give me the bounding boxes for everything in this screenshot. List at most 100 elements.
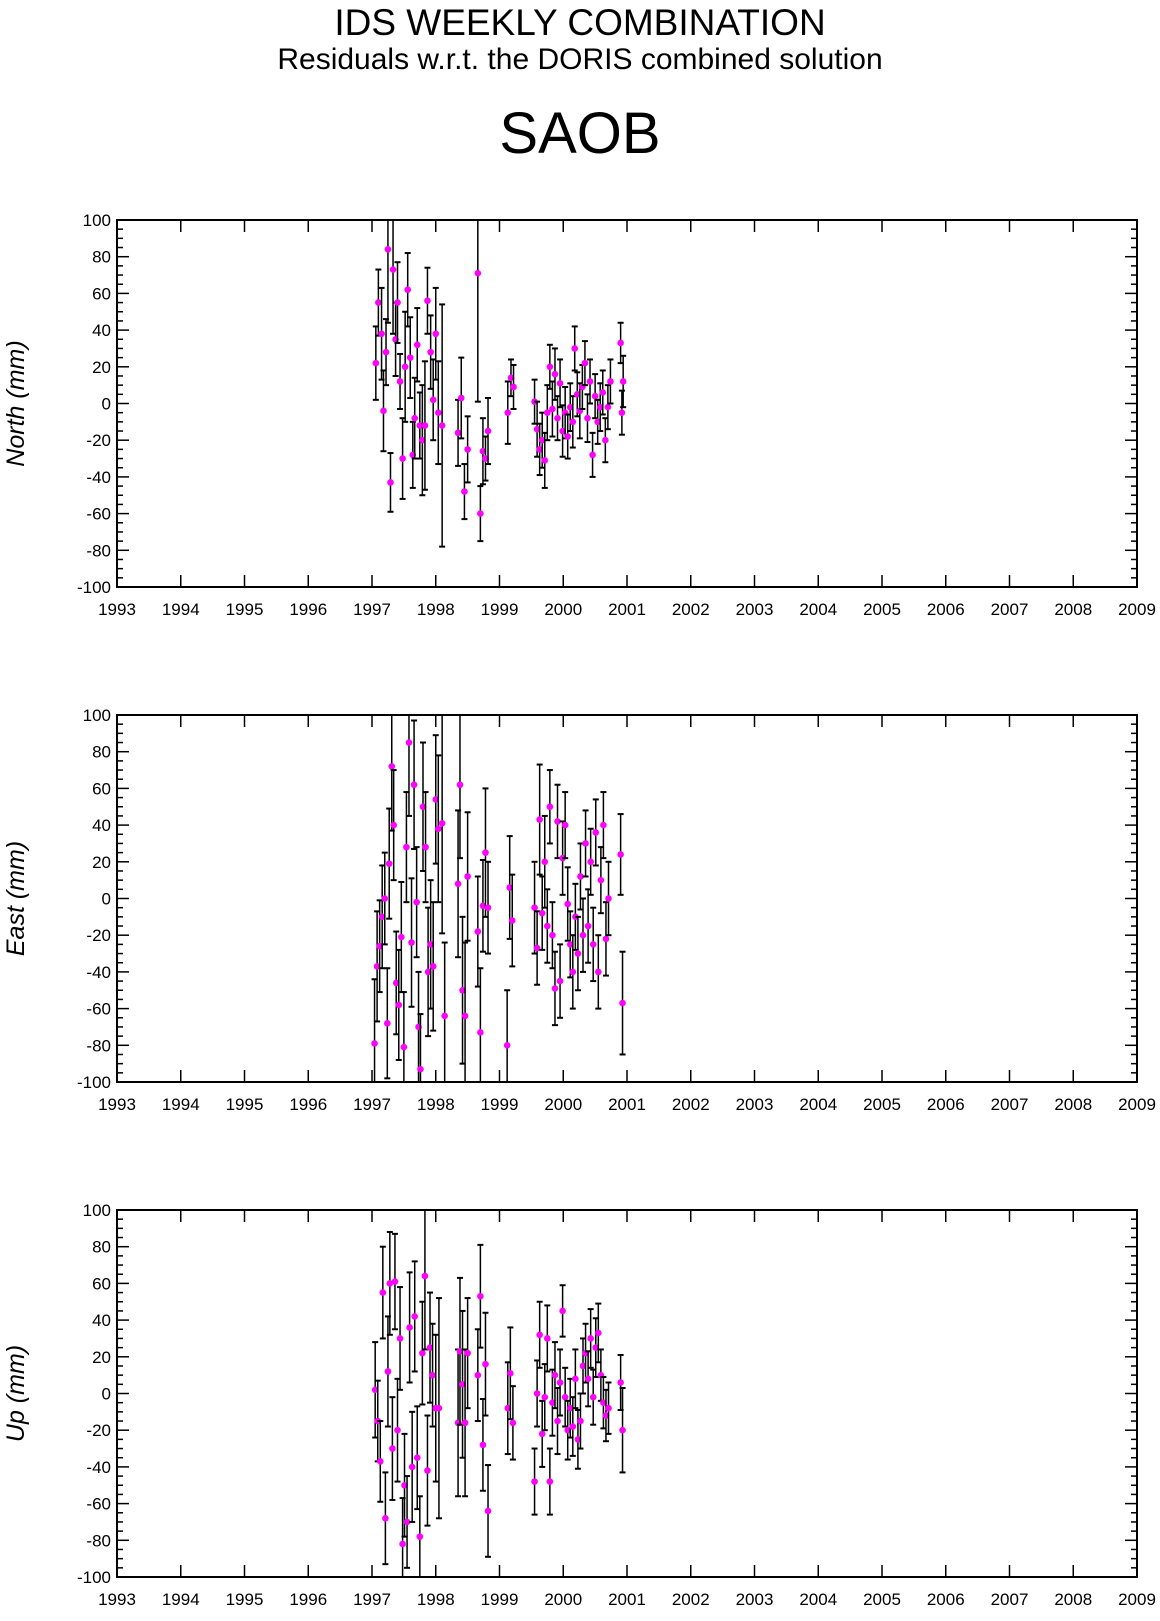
data-point bbox=[536, 1331, 543, 1339]
x-tick-label: 2006 bbox=[927, 1590, 965, 1609]
data-point bbox=[587, 1335, 594, 1342]
data-point bbox=[549, 1399, 556, 1406]
data-point bbox=[549, 405, 556, 413]
y-tick-label: 20 bbox=[92, 853, 111, 872]
data-point bbox=[381, 895, 389, 902]
data-point bbox=[554, 1417, 561, 1425]
data-point bbox=[484, 1507, 492, 1515]
data-point bbox=[592, 829, 600, 836]
data-point bbox=[413, 898, 420, 906]
x-tick-label: 2002 bbox=[672, 1095, 710, 1114]
data-point bbox=[435, 1404, 443, 1412]
x-tick-label: 1997 bbox=[353, 1095, 391, 1114]
x-tick-label: 2005 bbox=[863, 600, 901, 619]
data-point bbox=[533, 425, 541, 433]
data-point bbox=[536, 816, 543, 823]
data-point bbox=[427, 941, 434, 948]
data-point bbox=[541, 1393, 549, 1401]
data-point bbox=[392, 979, 400, 987]
data-point bbox=[577, 873, 584, 880]
data-point bbox=[401, 363, 409, 371]
data-point bbox=[408, 939, 415, 946]
data-point bbox=[424, 297, 431, 305]
y-tick-label: -20 bbox=[86, 1421, 111, 1440]
data-point bbox=[600, 821, 607, 829]
data-point bbox=[403, 843, 410, 851]
data-point bbox=[461, 488, 468, 495]
data-point bbox=[456, 1347, 464, 1355]
data-point bbox=[503, 1042, 511, 1049]
data-point bbox=[533, 944, 541, 952]
data-point bbox=[533, 1390, 541, 1397]
plot-frame bbox=[116, 219, 1138, 588]
x-tick-label: 1996 bbox=[289, 1590, 327, 1609]
data-point bbox=[531, 904, 538, 911]
data-point bbox=[484, 904, 492, 911]
data-point bbox=[482, 849, 489, 856]
data-point bbox=[384, 1019, 391, 1027]
data-point bbox=[507, 374, 515, 382]
x-tick-label: 2009 bbox=[1118, 1590, 1156, 1609]
data-point bbox=[384, 1368, 392, 1375]
y-tick-label: -80 bbox=[86, 1531, 111, 1550]
data-point bbox=[599, 389, 607, 396]
data-point bbox=[602, 436, 609, 444]
plot-frame bbox=[116, 1209, 1138, 1578]
data-point bbox=[619, 999, 626, 1007]
data-point bbox=[619, 1426, 626, 1434]
x-tick-label: 2009 bbox=[1118, 600, 1156, 619]
data-point bbox=[389, 1445, 396, 1452]
data-point bbox=[454, 880, 462, 888]
data-point bbox=[479, 902, 487, 910]
data-point bbox=[584, 1375, 592, 1383]
data-point bbox=[389, 266, 397, 273]
y-tick-label: 80 bbox=[92, 743, 111, 762]
data-point bbox=[376, 1458, 384, 1465]
y-tick-label: 80 bbox=[92, 1238, 111, 1257]
y-tick-label: -40 bbox=[86, 1458, 111, 1477]
data-point bbox=[417, 1065, 424, 1073]
data-point bbox=[378, 913, 386, 921]
data-point bbox=[504, 1404, 512, 1412]
x-tick-label: 1996 bbox=[289, 600, 327, 619]
data-point bbox=[531, 1478, 538, 1485]
y-tick-label: 0 bbox=[102, 395, 111, 414]
data-point bbox=[464, 873, 471, 880]
data-point bbox=[564, 900, 572, 908]
data-point bbox=[482, 1360, 489, 1368]
data-point bbox=[581, 359, 589, 367]
data-point bbox=[561, 821, 569, 829]
data-point bbox=[556, 1379, 564, 1386]
data-point bbox=[574, 950, 582, 957]
data-point bbox=[371, 1386, 379, 1394]
data-point bbox=[371, 1040, 378, 1047]
x-tick-label: 2006 bbox=[927, 600, 965, 619]
data-point bbox=[413, 341, 421, 349]
plot-frame bbox=[116, 714, 1138, 1083]
data-point bbox=[510, 383, 517, 391]
x-tick-label: 1995 bbox=[226, 600, 264, 619]
data-point bbox=[385, 860, 393, 867]
x-tick-label: 2001 bbox=[608, 600, 646, 619]
data-point bbox=[379, 1289, 387, 1296]
data-point bbox=[602, 1412, 610, 1419]
data-point bbox=[544, 409, 551, 416]
y-axis-label: East (mm) bbox=[2, 841, 30, 956]
data-point bbox=[457, 394, 465, 402]
data-point bbox=[617, 1379, 624, 1386]
y-tick-label: 100 bbox=[83, 211, 111, 230]
y-axis-label: Up (mm) bbox=[2, 1345, 30, 1442]
data-point bbox=[373, 963, 381, 970]
data-point bbox=[408, 1463, 416, 1471]
data-point bbox=[586, 378, 594, 385]
data-point bbox=[404, 286, 412, 294]
data-point bbox=[561, 1393, 569, 1401]
data-point bbox=[584, 922, 592, 930]
data-point bbox=[479, 447, 487, 455]
data-point bbox=[589, 451, 596, 459]
data-point bbox=[411, 1313, 419, 1320]
data-point bbox=[421, 422, 429, 429]
data-point bbox=[566, 941, 574, 948]
data-point bbox=[569, 418, 577, 426]
x-tick-label: 2000 bbox=[544, 1095, 582, 1114]
